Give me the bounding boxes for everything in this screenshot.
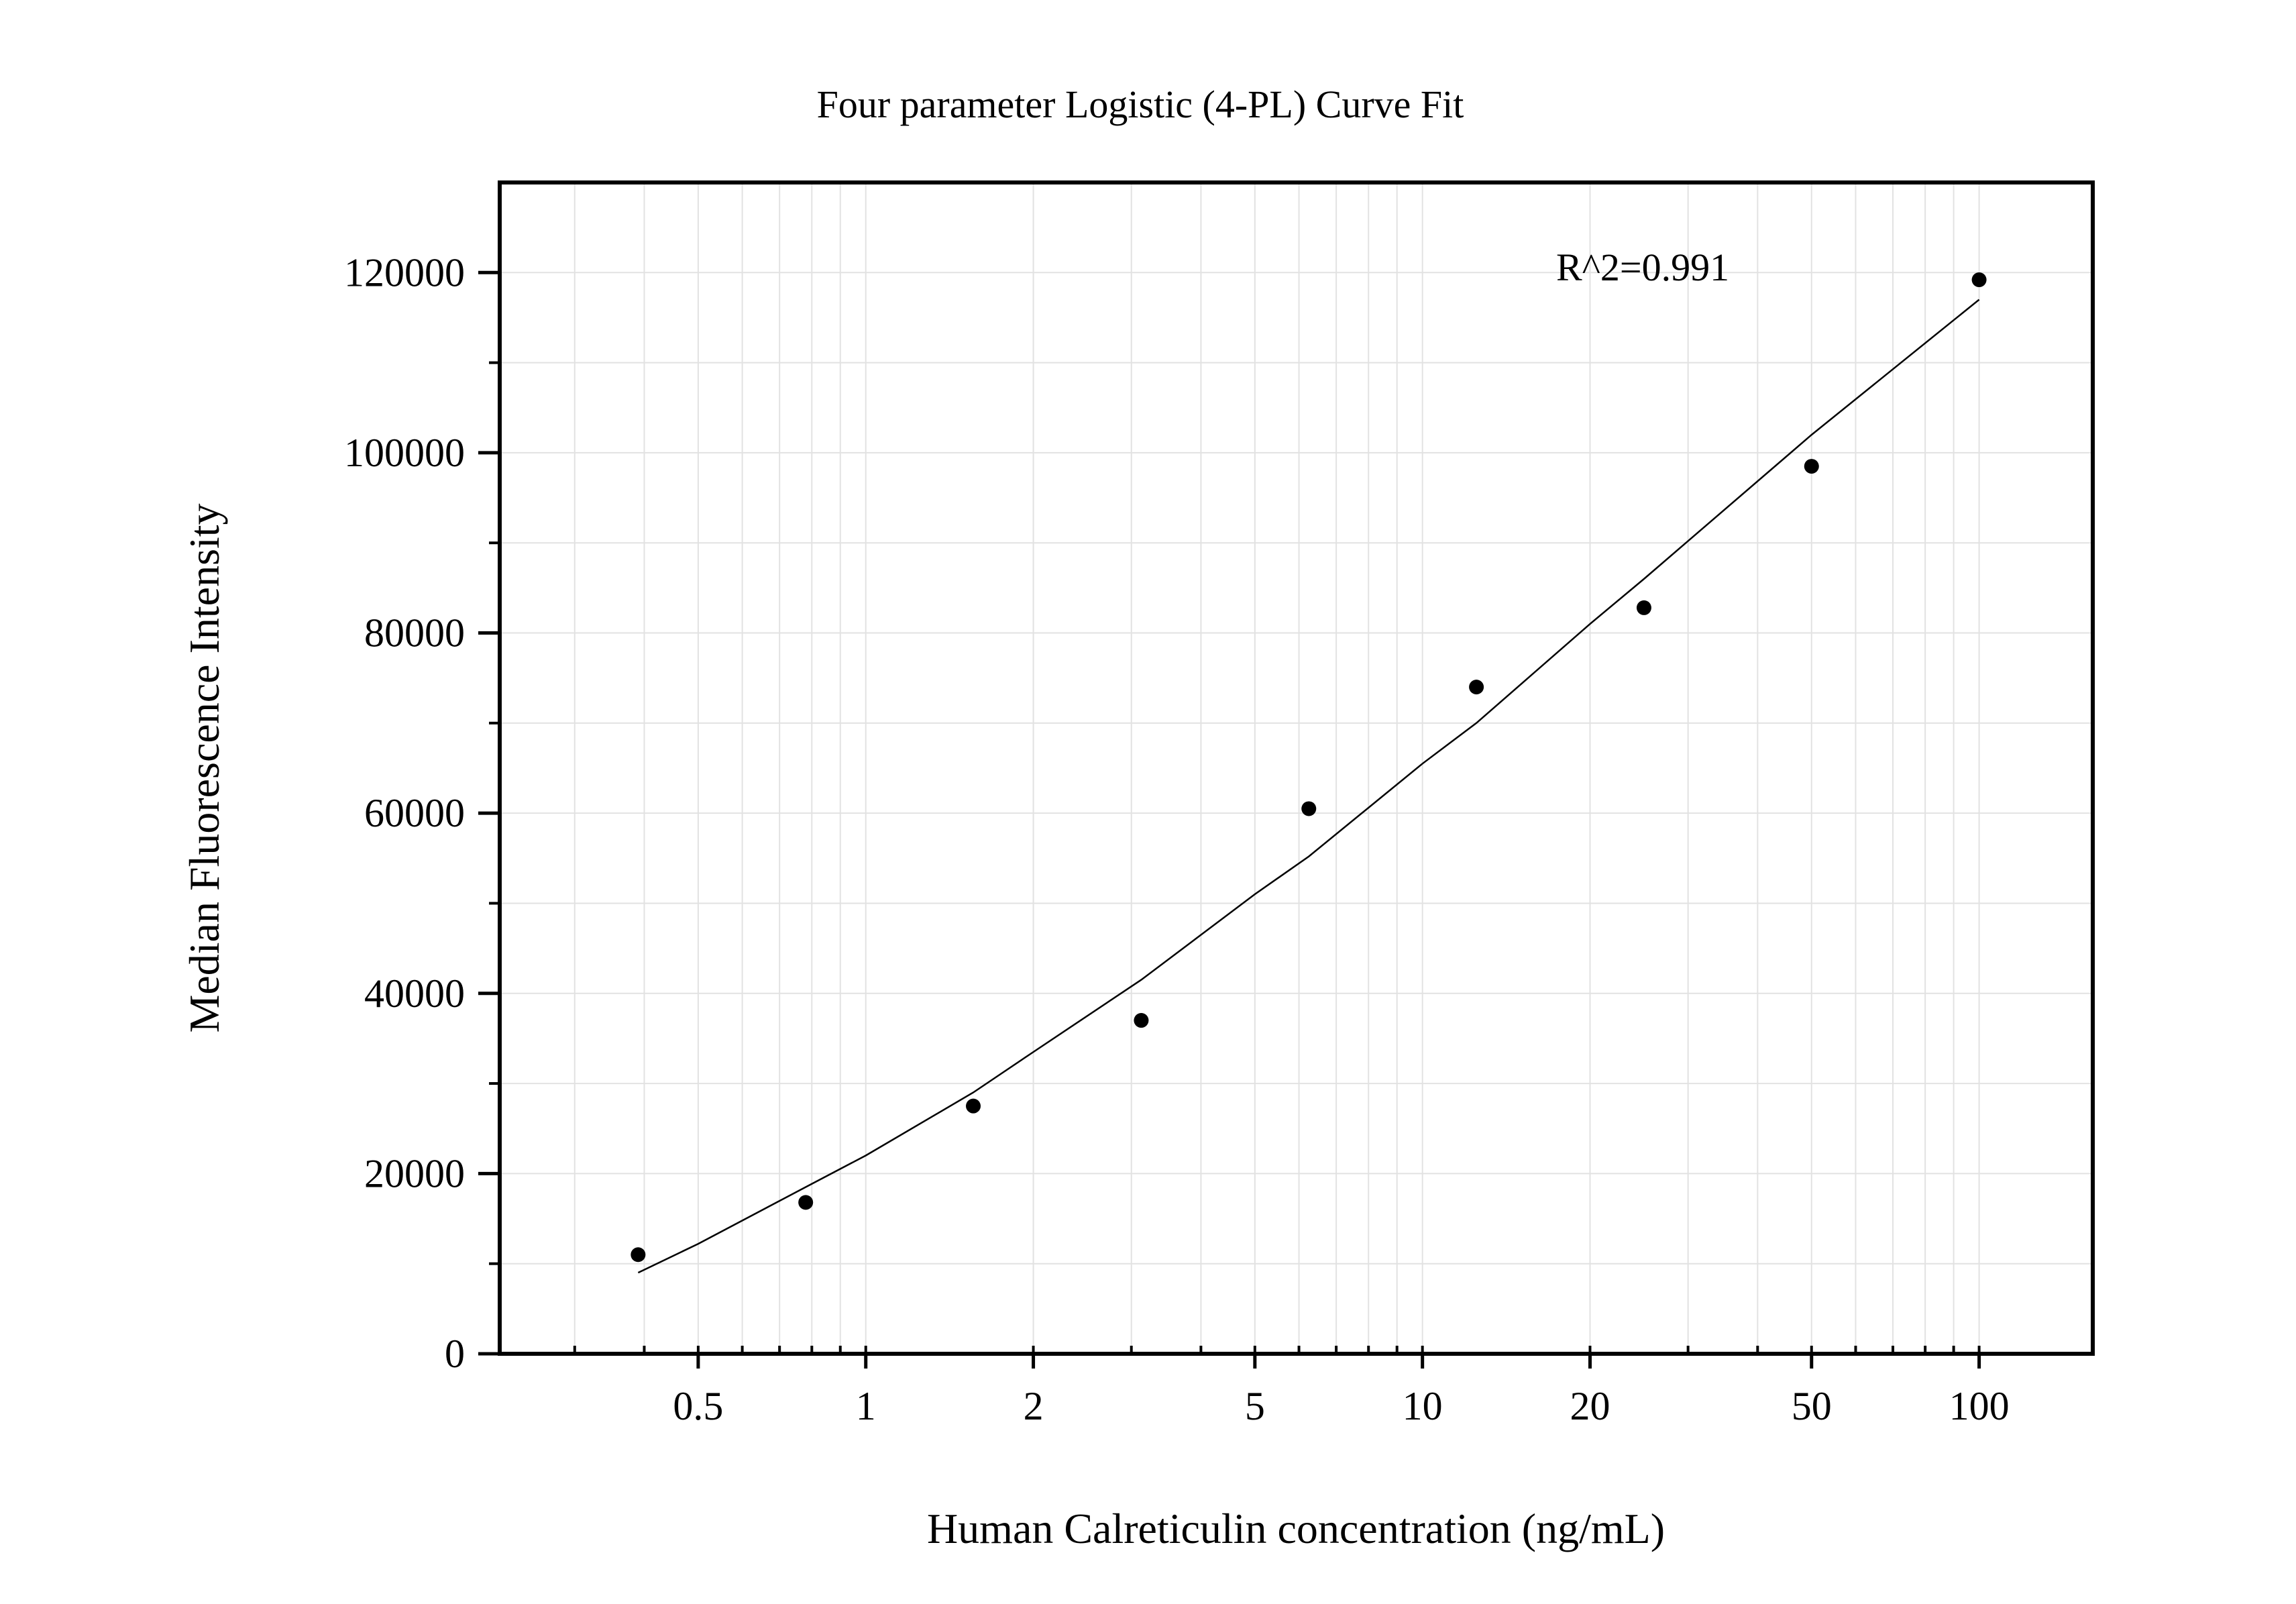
x-tick-label: 10: [1403, 1384, 1443, 1428]
y-tick-label: 60000: [364, 791, 465, 835]
data-point: [1636, 600, 1651, 615]
y-axis-ticks: 0 20000 40000 60000 80000 100000 120000: [344, 250, 500, 1376]
x-tick-label: 0.5: [673, 1384, 723, 1428]
x-tick-label: 20: [1570, 1384, 1610, 1428]
grid-lines: [500, 182, 2093, 1354]
data-points: [631, 272, 1987, 1263]
data-point: [1971, 272, 1987, 288]
data-point: [1804, 459, 1819, 474]
x-tick-label: 1: [856, 1384, 876, 1428]
data-point: [798, 1195, 814, 1210]
x-tick-label: 2: [1024, 1384, 1044, 1428]
data-point: [1134, 1013, 1149, 1028]
chart-title: Four parameter Logistic (4-PL) Curve Fit: [817, 83, 1464, 126]
data-point: [1301, 801, 1317, 816]
y-tick-label: 0: [445, 1332, 465, 1376]
x-axis-label: Human Calreticulin concentration (ng/mL): [927, 1505, 1665, 1552]
data-point: [1469, 680, 1484, 695]
y-tick-label: 40000: [364, 971, 465, 1016]
data-point: [966, 1098, 981, 1114]
y-tick-label: 80000: [364, 611, 465, 655]
y-tick-label: 20000: [364, 1151, 465, 1195]
r-squared-annotation: R^2=0.991: [1556, 246, 1729, 289]
x-axis-ticks: 0.5 1 2 5 10 20 50 100: [573, 1346, 2010, 1428]
x-tick-label: 100: [1949, 1384, 2010, 1428]
data-point: [631, 1247, 646, 1263]
y-tick-label: 120000: [344, 250, 465, 295]
plot-frame: [498, 180, 2095, 1356]
y-axis-label: Median Fluorescence Intensity: [180, 503, 228, 1032]
y-tick-label: 100000: [344, 431, 465, 475]
x-tick-label: 50: [1792, 1384, 1832, 1428]
x-tick-label: 5: [1245, 1384, 1265, 1428]
fit-curve: [637, 299, 1980, 1274]
